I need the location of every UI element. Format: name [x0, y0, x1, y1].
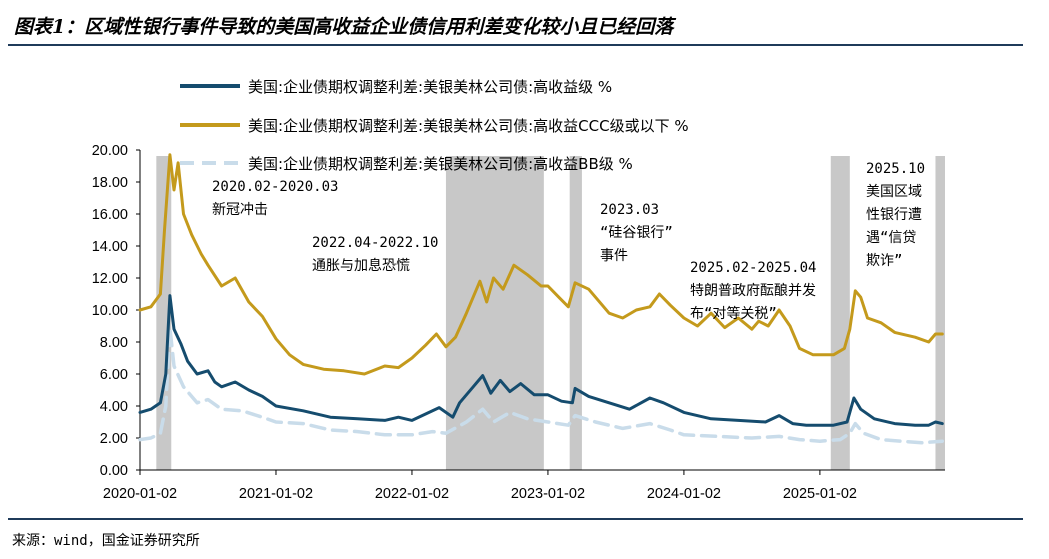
annotation-line: 2020.02-2020.03	[212, 179, 338, 195]
annotation-line: 2022.04-2022.10	[312, 235, 438, 251]
series-line-3	[138, 325, 945, 445]
series-line-1	[138, 294, 944, 427]
bottom-divider	[8, 518, 1023, 520]
legend-label-2: 美国:企业债期权调整利差:美银美林公司债:高收益CCC级或以下 %	[248, 117, 689, 135]
annotation-line: 事件	[600, 248, 628, 264]
chart-title: 图表1：区域性银行事件导致的美国高收益企业债信用利差变化较小且已经回落	[14, 16, 674, 38]
annotation-line: 遇“信贷	[866, 230, 916, 246]
y-tick-label: 10.00	[92, 303, 128, 319]
x-tick-label: 2025-01-02	[783, 486, 857, 502]
annotation-line: 美国区域	[866, 184, 922, 200]
shaded-period-1	[156, 156, 172, 470]
x-tick-label: 2024-01-02	[647, 486, 721, 502]
annotation-3: 2023.03 “硅谷银行” 事件	[600, 202, 673, 264]
annotation-line: “硅谷银行”	[600, 225, 673, 241]
shaded-period-4	[830, 156, 850, 470]
annotation-line: 2023.03	[600, 202, 659, 218]
x-tick-label: 2020-01-02	[103, 486, 177, 502]
y-tick-label: 4.00	[100, 399, 128, 415]
y-tick-label: 12.00	[92, 271, 128, 287]
legend-label-1: 美国:企业债期权调整利差:美银美林公司债:高收益级 %	[248, 78, 612, 96]
shaded-period-3	[569, 156, 582, 470]
x-tick-label: 2021-01-02	[239, 486, 313, 502]
y-tick-label: 20.00	[92, 143, 128, 159]
annotation-line: 新冠冲击	[212, 202, 268, 218]
annotation-line: 通胀与加息恐慌	[312, 257, 410, 274]
source-note: 来源：wind，国金证券研究所	[12, 533, 200, 549]
y-tick-label: 18.00	[92, 175, 128, 191]
top-divider	[8, 44, 1023, 46]
x-tick-label: 2022-01-02	[375, 486, 449, 502]
y-tick-label: 0.00	[100, 463, 128, 479]
y-tick-label: 16.00	[92, 207, 128, 223]
annotation-line: 欺诈”	[866, 253, 902, 269]
annotation-line: 布“对等关税”	[690, 305, 777, 322]
annotation-2: 2022.04-2022.10 通胀与加息恐慌	[312, 235, 438, 274]
y-tick-label: 8.00	[100, 335, 128, 351]
annotation-line: 特朗普政府酝酿并发	[690, 283, 816, 299]
annotation-1: 2020.02-2020.03 新冠冲击	[212, 179, 338, 218]
shaded-period-5	[935, 156, 945, 470]
y-tick-label: 2.00	[100, 431, 128, 447]
legend-label-3: 美国:企业债期权调整利差:美银美林公司债:高收益BB级 %	[248, 155, 633, 173]
annotation-line: 2025.02-2025.04	[690, 260, 816, 276]
annotation-line: 2025.10	[866, 161, 925, 177]
y-tick-label: 6.00	[100, 367, 128, 383]
annotation-line: 性银行遭	[866, 207, 922, 223]
y-tick-label: 14.00	[92, 239, 128, 255]
series-line-2	[138, 153, 944, 376]
x-tick-label: 2023-01-02	[511, 486, 585, 502]
